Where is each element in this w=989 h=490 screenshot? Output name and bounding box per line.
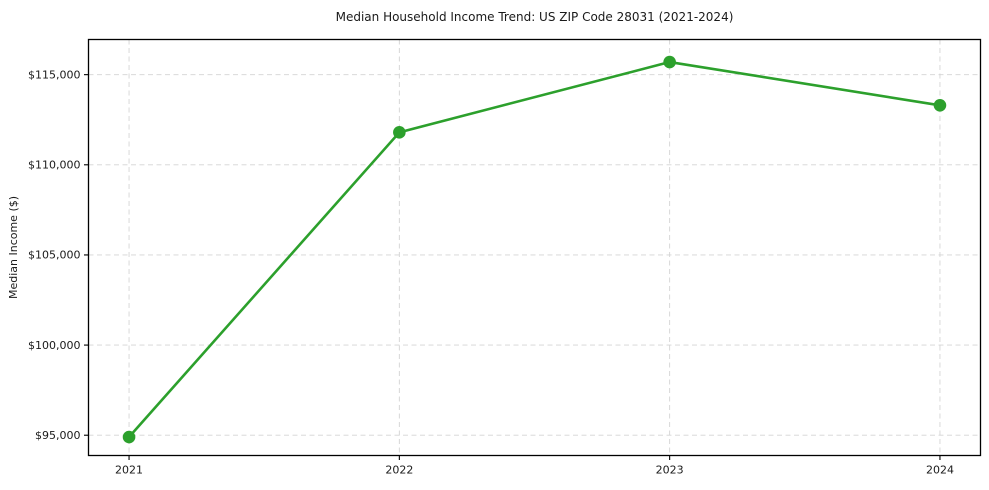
data-point-marker (393, 126, 406, 139)
x-tick-label: 2024 (926, 464, 954, 477)
y-tick-label: $100,000 (28, 339, 81, 352)
axes-and-ticks: $95,000 $100,000 $105,000 $110,000 $115,000 2… (28, 38, 982, 477)
y-tick-label: $105,000 (28, 249, 81, 262)
x-tick-label: 2022 (385, 464, 413, 477)
y-axis-label: Median Income ($) (7, 196, 20, 299)
chart-title: Median Household Income Trend: US ZIP Co… (336, 10, 734, 24)
y-tick-label: $115,000 (28, 68, 81, 81)
x-tick-label: 2021 (115, 464, 143, 477)
data-point-marker (122, 430, 136, 444)
plot-border (87, 38, 982, 457)
data-point-marker (933, 99, 947, 112)
gridlines (88, 39, 981, 456)
income-line-series (122, 55, 947, 444)
data-point-marker (663, 55, 676, 69)
y-tick-label: $110,000 (28, 159, 81, 172)
income-trend-line (127, 60, 942, 439)
x-tick-label: 2023 (656, 464, 684, 477)
y-tick-label: $95,000 (35, 429, 81, 442)
